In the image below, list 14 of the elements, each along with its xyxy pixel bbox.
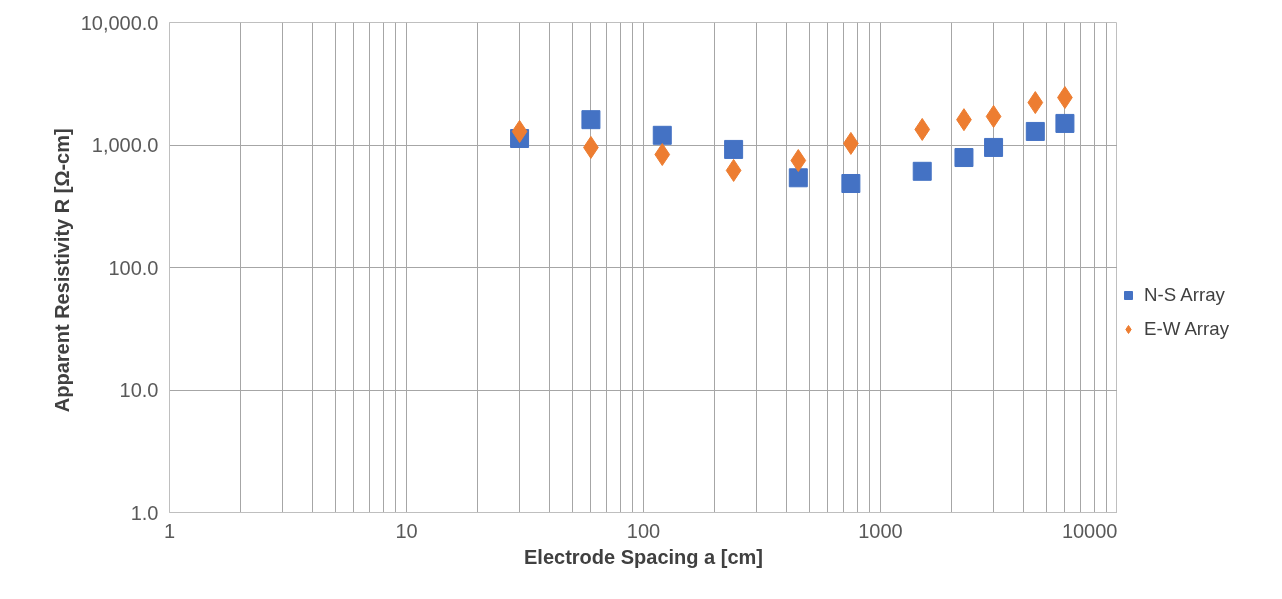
legend-label: N-S Array (1144, 284, 1225, 306)
y-tick-label: 1.0 (130, 501, 159, 524)
x-tick-label: 100 (626, 519, 661, 542)
y-tick-label: 1,000.0 (91, 134, 159, 156)
y-axis-title: Apparent Resistivity R [Ω-cm] (50, 128, 73, 413)
x-tick-label: 10000 (1061, 519, 1118, 542)
x-tick-label: 1000 (858, 519, 903, 542)
x-tick-label: 10 (395, 519, 418, 542)
x-tick-label: 1 (163, 519, 176, 542)
x-axis-title: Electrode Spacing a [cm] (524, 545, 763, 568)
y-tick-label: 100.0 (108, 256, 159, 279)
y-tick-label: 10,000.0 (80, 11, 159, 34)
legend-label: E-W Array (1144, 318, 1229, 340)
y-tick-label: 10.0 (119, 379, 159, 401)
